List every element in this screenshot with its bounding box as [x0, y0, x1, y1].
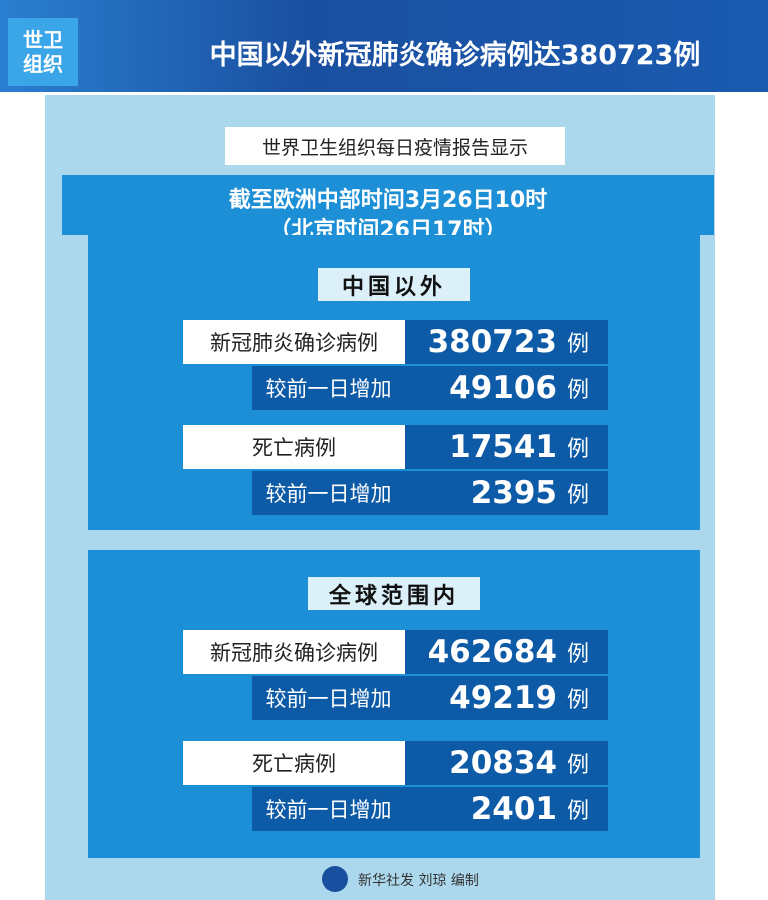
row-value: 462684 — [427, 634, 557, 670]
section-title: 中国以外 — [318, 268, 470, 301]
row-unit: 例 — [566, 688, 589, 713]
header-title: 中国以外新冠肺炎确诊病例达380723例 — [209, 39, 701, 71]
footer: 新华社发 刘琼 编制 — [358, 873, 479, 889]
row-unit: 例 — [566, 753, 589, 778]
badge-line: 组织 — [23, 52, 63, 76]
row-unit: 例 — [566, 437, 589, 462]
date-banner — [62, 175, 714, 235]
row-label: 新冠肺炎确诊病例 — [183, 630, 405, 674]
row-label: 较前一日增加 — [265, 482, 392, 506]
row-value-box — [405, 741, 608, 785]
logo — [322, 866, 348, 892]
subtitle: 世界卫生组织每日疫情报告显示 — [225, 127, 565, 165]
row-value: 380723 — [427, 324, 557, 360]
row-value: 2395 — [470, 475, 557, 511]
badge-line: 世卫 — [23, 28, 63, 52]
row-label: 死亡病例 — [183, 425, 405, 469]
row-box — [252, 366, 608, 410]
row-unit: 例 — [566, 332, 589, 357]
row-label: 较前一日增加 — [265, 687, 392, 711]
row-box — [252, 471, 608, 515]
badge: 世卫 组织 — [8, 18, 78, 86]
row-unit: 例 — [566, 642, 589, 667]
row-label: 新冠肺炎确诊病例 — [183, 320, 405, 364]
row-value-box — [405, 425, 608, 469]
section-title: 全球范围内 — [308, 577, 480, 610]
row-value: 49106 — [449, 370, 557, 406]
date-line: 截至欧洲中部时间3月26日10时 — [228, 188, 548, 213]
row-value: 20834 — [449, 745, 557, 781]
row-value: 17541 — [449, 429, 557, 465]
row-unit: 例 — [566, 483, 589, 508]
row-value: 2401 — [470, 791, 557, 827]
row-label: 较前一日增加 — [265, 798, 392, 822]
row-label: 较前一日增加 — [265, 377, 392, 401]
row-value-box — [405, 630, 608, 674]
row-box — [252, 787, 608, 831]
row-unit: 例 — [566, 378, 589, 403]
header-band — [0, 0, 768, 92]
row-unit: 例 — [566, 799, 589, 824]
row-label: 死亡病例 — [183, 741, 405, 785]
row-box — [252, 676, 608, 720]
row-value-box — [405, 320, 608, 364]
row-value: 49219 — [449, 680, 557, 716]
